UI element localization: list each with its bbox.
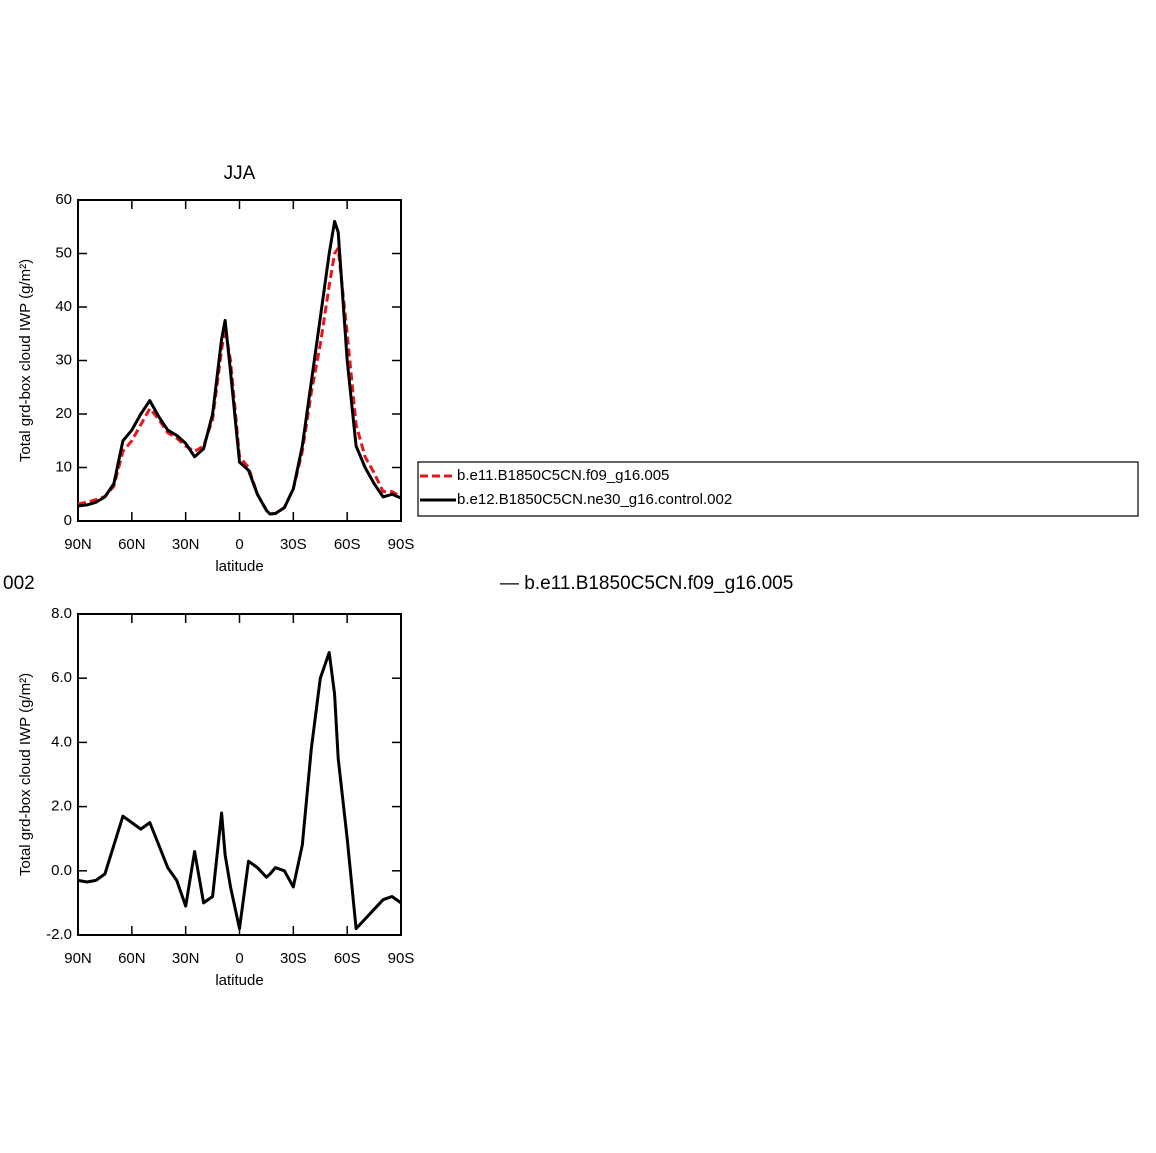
y-tick-label: 0: [64, 512, 72, 529]
y-tick-label: 0.0: [51, 862, 72, 879]
plot-frame: [77, 613, 402, 936]
y-axis-label: Total grd-box cloud IWP (g/m²): [17, 673, 34, 876]
x-tick-label: 60N: [118, 536, 146, 553]
y-tick-label: 6.0: [51, 669, 72, 686]
legend-label: b.e11.B1850C5CN.f09_g16.005: [457, 467, 669, 484]
x-tick-label: 30N: [172, 536, 200, 553]
y-tick-label: 2.0: [51, 798, 72, 815]
y-axis-label: Total grd-box cloud IWP (g/m²): [17, 259, 34, 462]
y-tick-label: 40: [55, 298, 72, 315]
legend-box: [417, 461, 1139, 517]
x-tick-label: 0: [235, 536, 243, 553]
x-tick-label: 60N: [118, 950, 146, 967]
data-line: [77, 651, 402, 931]
x-axis-label: latitude: [215, 558, 263, 575]
x-tick-label: 30N: [172, 950, 200, 967]
y-tick-label: 60: [55, 191, 72, 208]
x-tick-label: 30S: [280, 536, 307, 553]
x-tick-label: 90N: [64, 536, 92, 553]
plot-frame: [77, 199, 402, 522]
right-title: — b.e11.B1850C5CN.f09_g16.005: [500, 573, 793, 594]
x-tick-label: 60S: [334, 950, 361, 967]
x-tick-label: 90S: [388, 536, 415, 553]
x-tick-label: 90N: [64, 950, 92, 967]
y-tick-label: -2.0: [46, 926, 72, 943]
y-tick-label: 20: [55, 405, 72, 422]
data-line: [77, 219, 402, 516]
y-tick-label: 10: [55, 458, 72, 475]
data-line: [77, 246, 402, 516]
legend-label: b.e12.B1850C5CN.ne30_g16.control.002: [457, 491, 732, 508]
left-title: 002: [3, 573, 35, 594]
y-tick-label: 50: [55, 244, 72, 261]
y-tick-label: 30: [55, 351, 72, 368]
y-tick-label: 8.0: [51, 605, 72, 622]
chart-title: JJA: [224, 163, 256, 184]
x-tick-label: 0: [235, 950, 243, 967]
x-axis-label: latitude: [215, 972, 263, 989]
x-tick-label: 30S: [280, 950, 307, 967]
y-tick-label: 4.0: [51, 733, 72, 750]
x-tick-label: 90S: [388, 950, 415, 967]
x-tick-label: 60S: [334, 536, 361, 553]
